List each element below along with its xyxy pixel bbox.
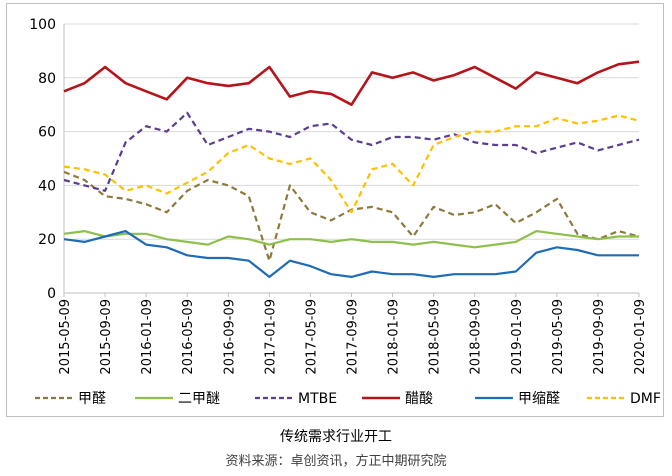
series-line (63, 114, 640, 214)
chart-title: 传统需求行业开工 (280, 429, 392, 445)
x-tick-label: 2019-09-09 (592, 299, 607, 375)
x-tick-label: 2016-05-09 (181, 299, 196, 375)
y-tick-label: 20 (38, 232, 56, 248)
x-tick-label: 2018-05-09 (428, 299, 443, 375)
x-tick-label: 2020-01-09 (633, 299, 648, 375)
legend-label: MTBE (298, 391, 337, 407)
x-tick-label: 2018-01-09 (387, 299, 402, 375)
x-tick-label: 2018-09-09 (469, 299, 484, 375)
x-tick-label: 2017-01-09 (263, 299, 278, 375)
series-line (63, 170, 640, 262)
x-tick-label: 2017-09-09 (346, 299, 361, 375)
legend-label: 甲缩醛 (518, 391, 560, 407)
legend-label: 醋酸 (405, 391, 433, 407)
legend-label: 甲醛 (78, 391, 106, 407)
x-tick-label: 2016-09-09 (222, 299, 237, 375)
series-line (63, 230, 639, 278)
y-tick-label: 60 (38, 125, 56, 141)
y-tick-label: 100 (29, 17, 56, 33)
series-line (63, 230, 639, 249)
legend-label: DMF (630, 391, 661, 407)
x-tick-label: 2015-09-09 (99, 299, 114, 375)
series-line (63, 60, 640, 106)
series-line (63, 111, 640, 192)
chart-source: 资料来源：卓创资讯，方正中期研究院 (225, 454, 447, 469)
x-tick-label: 2016-01-09 (140, 299, 155, 375)
legend-label: 二甲醚 (178, 391, 220, 407)
chart-frame: 0 20 40 60 80 100 2015-05-09 2015-09-09 2016-01-… (6, 3, 664, 417)
x-tick-label: 2019-01-09 (510, 299, 525, 375)
line-chart: 0 20 40 60 80 100 2015-05-09 2015-09-09 2016-01-… (29, 17, 661, 407)
x-tick-label: 2017-05-09 (304, 299, 319, 375)
y-tick-label: 0 (47, 286, 56, 302)
x-tick-label: 2015-05-09 (58, 299, 73, 375)
y-tick-label: 40 (38, 178, 56, 194)
y-tick-label: 80 (38, 71, 56, 87)
x-tick-label: 2019-05-09 (551, 299, 566, 375)
